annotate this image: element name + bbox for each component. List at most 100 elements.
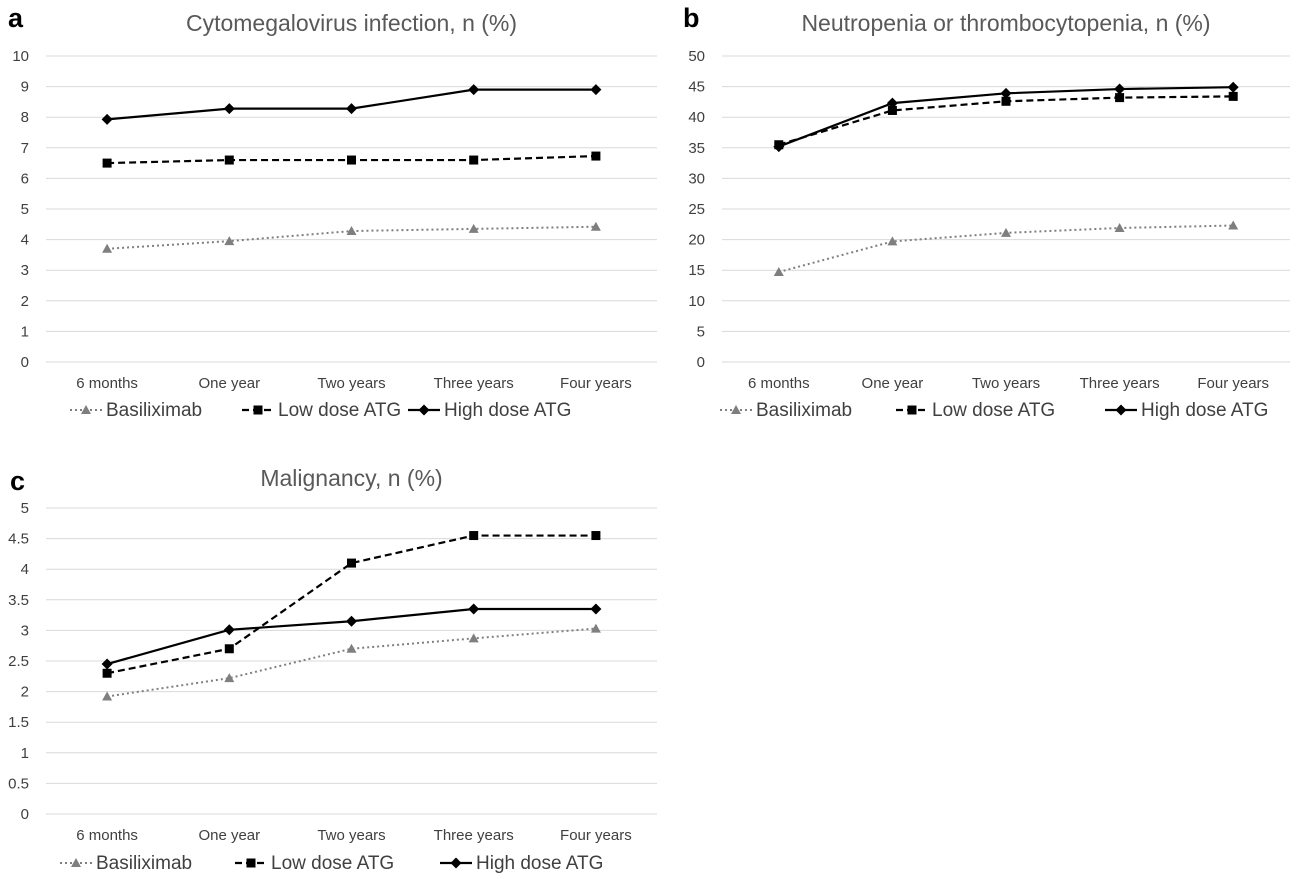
y-tick-label: 1 — [21, 745, 29, 762]
x-tick-label: 6 months — [76, 827, 138, 844]
data-point — [1000, 87, 1012, 99]
data-point — [468, 603, 480, 615]
y-tick-label: 1 — [21, 323, 29, 340]
y-tick-label: 15 — [688, 262, 705, 279]
data-point — [1001, 96, 1011, 106]
y-tick-label: 5 — [697, 323, 705, 340]
data-point — [1114, 83, 1126, 95]
data-point — [347, 155, 356, 165]
legend-marker — [418, 404, 430, 416]
y-tick-label: 10 — [688, 293, 705, 310]
data-point — [887, 236, 898, 246]
legend-label: Basiliximab — [96, 853, 192, 874]
y-tick-label: 50 — [688, 48, 705, 65]
series-basiliximab — [773, 220, 1239, 277]
legend-marker — [731, 405, 741, 414]
data-point — [590, 603, 602, 615]
data-point — [346, 643, 357, 653]
data-point — [887, 105, 897, 115]
y-tick-label: 25 — [688, 201, 705, 218]
legend-label: Low dose ATG — [278, 400, 401, 421]
data-point — [591, 531, 601, 541]
data-point — [224, 155, 234, 165]
data-point — [590, 221, 601, 231]
data-point — [468, 633, 479, 643]
series-low-dose-atg — [102, 151, 601, 168]
x-tick-label: One year — [862, 375, 924, 392]
data-point — [468, 223, 479, 233]
data-point — [101, 658, 113, 670]
panel-letter: b — [683, 3, 700, 33]
panel-b: b Neutropenia or thrombocytopenia, n (%) 0… — [683, 3, 1290, 421]
x-tick-label: One year — [198, 827, 260, 844]
legend-label: Low dose ATG — [271, 853, 394, 874]
y-tick-label: 5 — [21, 201, 29, 218]
legend-marker — [81, 405, 91, 414]
legend-marker — [907, 405, 917, 415]
y-tick-label: 2.5 — [8, 653, 29, 670]
legend-label: Basiliximab — [106, 400, 202, 421]
y-tick-label: 5 — [21, 500, 29, 517]
x-tick-label: 6 months — [76, 375, 138, 392]
series-high-dose-atg — [773, 81, 1239, 153]
y-tick-label: 0 — [21, 806, 29, 823]
series-line — [106, 627, 596, 698]
data-point — [223, 624, 235, 636]
legend-marker — [450, 857, 462, 869]
y-tick-label: 6 — [21, 170, 29, 187]
y-tick-label: 30 — [688, 170, 705, 187]
data-point — [347, 558, 356, 568]
series-basiliximab — [102, 623, 601, 701]
data-point — [1001, 227, 1011, 237]
y-tick-label: 3.5 — [8, 592, 29, 609]
series-high-dose-atg — [101, 603, 602, 670]
legend-label: High dose ATG — [1141, 400, 1268, 421]
data-point — [469, 155, 479, 165]
legend-marker — [1115, 404, 1127, 416]
series-high-dose-atg — [101, 84, 602, 125]
x-tick-label: Four years — [560, 375, 632, 392]
chart-title: Cytomegalovirus infection, n (%) — [186, 10, 517, 36]
data-point — [102, 243, 113, 253]
y-tick-label: 3 — [21, 262, 29, 279]
legend-marker — [246, 858, 256, 868]
y-tick-label: 7 — [21, 140, 29, 157]
x-tick-label: One year — [198, 375, 260, 392]
data-point — [224, 236, 235, 246]
y-tick-label: 8 — [21, 109, 29, 126]
data-point — [224, 673, 235, 683]
panel-letter: a — [8, 3, 24, 33]
data-point — [101, 113, 113, 125]
x-tick-label: 6 months — [748, 375, 810, 392]
data-point — [346, 226, 357, 236]
y-tick-label: 2 — [21, 684, 29, 701]
data-point — [102, 691, 113, 701]
panel-a: a Cytomegalovirus infection, n (%) 0 1 2 3 4 5 6… — [8, 3, 657, 421]
panel-letter: c — [10, 466, 25, 496]
legend: Basiliximab Low dose ATG High dose ATG — [720, 400, 1268, 421]
data-point — [102, 668, 112, 678]
y-tick-label: 9 — [21, 79, 29, 96]
y-tick-label: 2 — [21, 293, 29, 310]
legend-label: Low dose ATG — [932, 400, 1055, 421]
series-line — [106, 534, 596, 675]
legend: Basiliximab Low dose ATG High dose ATG — [70, 400, 571, 421]
data-point — [102, 158, 112, 168]
x-tick-label: Two years — [317, 827, 385, 844]
data-point — [346, 615, 357, 627]
data-point — [1227, 81, 1239, 93]
data-point — [590, 623, 601, 633]
legend: Basiliximab Low dose ATG High dose ATG — [60, 853, 603, 874]
data-point — [590, 84, 602, 96]
x-tick-label: Four years — [560, 827, 632, 844]
legend-marker — [253, 405, 263, 415]
data-point — [468, 84, 480, 96]
y-tick-label: 35 — [688, 140, 705, 157]
x-tick-label: Three years — [1080, 375, 1160, 392]
y-tick-label: 40 — [688, 109, 705, 126]
legend-marker — [71, 858, 81, 867]
x-tick-label: Three years — [434, 375, 514, 392]
legend-label: Basiliximab — [756, 400, 852, 421]
y-tick-label: 20 — [688, 232, 705, 249]
